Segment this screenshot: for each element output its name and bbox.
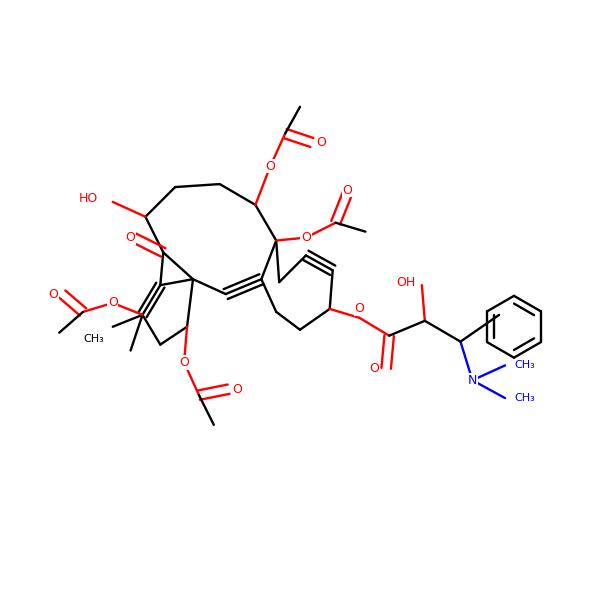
Text: O: O: [233, 383, 242, 395]
Text: CH₃: CH₃: [83, 334, 104, 344]
Text: O: O: [370, 362, 379, 375]
Text: O: O: [301, 231, 311, 244]
Text: O: O: [265, 160, 275, 173]
Text: O: O: [179, 356, 189, 369]
Text: O: O: [316, 136, 326, 149]
Text: O: O: [343, 184, 352, 197]
Text: CH₃: CH₃: [514, 393, 535, 403]
Text: O: O: [125, 231, 136, 244]
Text: O: O: [355, 302, 364, 316]
Text: O: O: [108, 296, 118, 310]
Text: O: O: [49, 287, 58, 301]
Text: HO: HO: [79, 193, 98, 205]
Text: OH: OH: [397, 275, 416, 289]
Text: CH₃: CH₃: [514, 361, 535, 370]
Text: N: N: [468, 374, 477, 387]
